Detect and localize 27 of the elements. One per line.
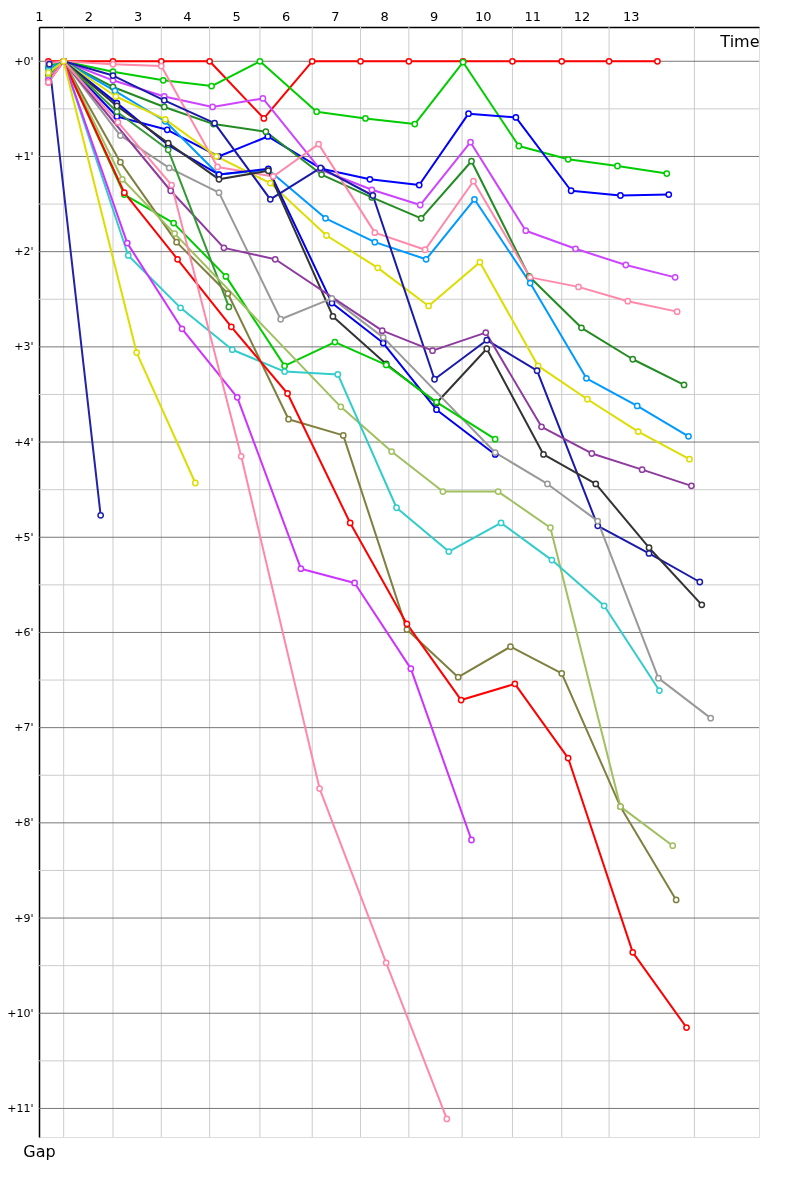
x-tick-label: 10 [475,8,492,24]
x-tick-label: 7 [331,8,340,24]
y-tick-label: +4' [14,435,34,449]
y-tick-label: +2' [14,245,34,259]
x-tick-label: 2 [84,8,93,24]
x-tick-label: 4 [183,8,192,24]
x-tick-label: 9 [429,8,439,24]
y-tick-label: +7' [14,721,34,735]
y-tick-label: +0' [14,54,34,68]
y-tick-label: +3' [14,340,34,354]
y-tick-label: +6' [14,625,34,639]
x-tick-label: 11 [524,8,541,24]
y-tick-label: +1' [14,149,34,163]
x-tick-label: 1 [35,8,44,24]
x-tick-label: 12 [573,8,591,24]
x-tick-label: 8 [380,8,389,24]
x-tick-label: 13 [623,8,640,24]
y-tick-label: +5' [14,530,34,544]
y-tick-label: +9' [14,911,34,925]
x-tick-label: 3 [133,8,143,24]
x-tick-label: 5 [232,8,241,24]
y-axis-title: Gap [23,1141,56,1161]
x-tick-label: 6 [281,8,291,24]
y-tick-label: +10' [7,1006,34,1020]
x-axis-title: Time [719,31,760,51]
y-tick-label: +8' [14,816,34,830]
y-tick-label: +11' [7,1101,34,1115]
